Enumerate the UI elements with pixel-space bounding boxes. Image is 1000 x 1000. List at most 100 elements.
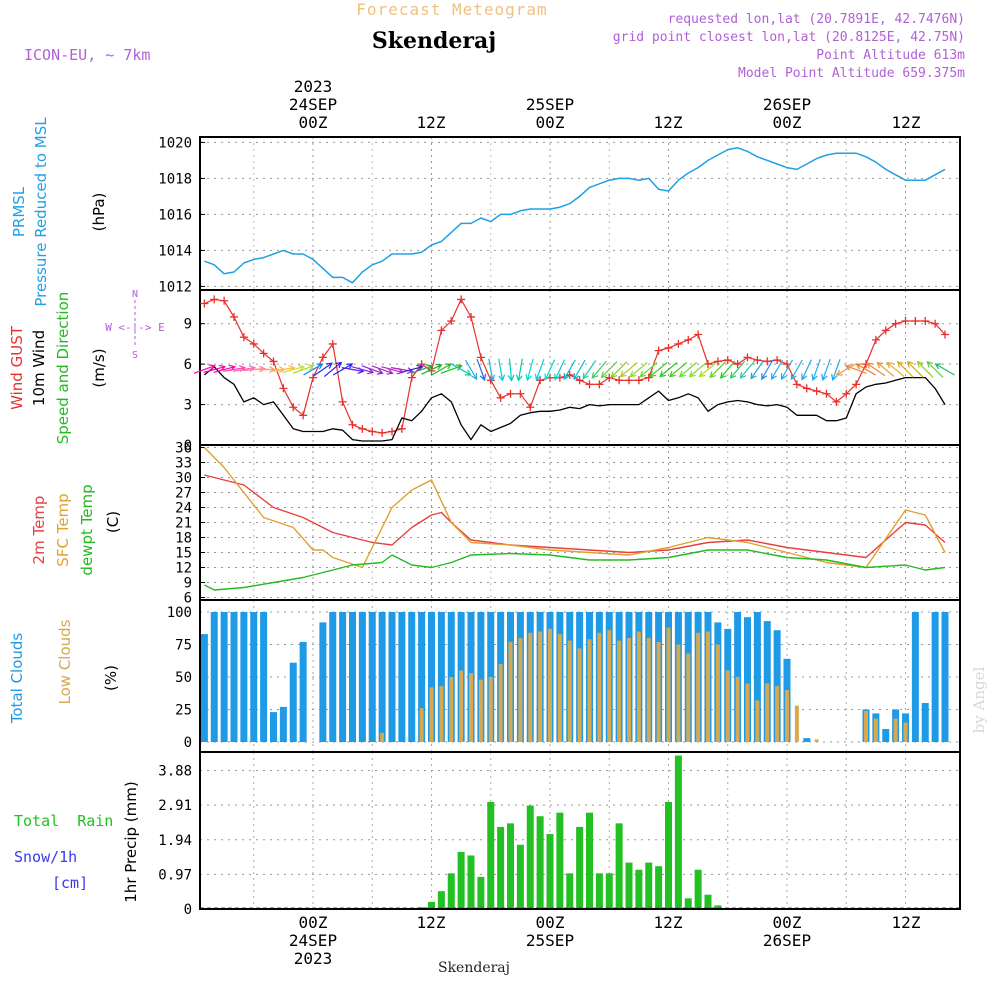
gust-marker xyxy=(941,330,949,339)
wind-direction-arrow xyxy=(563,359,576,381)
low-cloud-bar xyxy=(380,732,385,742)
low-cloud-bar xyxy=(627,638,631,742)
wind-direction-arrow xyxy=(770,359,784,381)
total-cloud-bar xyxy=(200,634,208,742)
wind-direction-arrow xyxy=(835,363,857,376)
wind-direction-arrow xyxy=(371,365,394,375)
grid-point-coords: grid point closest lon,lat (20.8125E, 42… xyxy=(613,30,965,45)
low-cloud-bar xyxy=(893,718,898,742)
temp-ytick: 15 xyxy=(175,546,192,562)
temp-ytick: 30 xyxy=(175,471,192,487)
gust-marker xyxy=(210,295,219,304)
pressure-ytick: 1016 xyxy=(158,207,192,223)
bottom-hour-label-6: 12Z xyxy=(892,913,921,932)
wind-direction-arrow xyxy=(591,360,607,379)
gust-marker xyxy=(733,360,742,369)
requested-coords: requested lon,lat (20.7891E, 42.7476N) xyxy=(668,12,965,27)
gust-marker xyxy=(802,384,811,393)
low-cloud-bar xyxy=(528,632,533,742)
rain-bar xyxy=(645,862,653,909)
precip-ytick: 3.88 xyxy=(158,764,192,780)
gust-marker xyxy=(625,376,633,385)
wind-direction-arrow xyxy=(488,358,496,382)
gust-marker xyxy=(378,428,387,437)
total-cloud-bar xyxy=(882,729,890,742)
rain-bar xyxy=(566,873,574,909)
wind-direction-arrow xyxy=(525,358,534,382)
gust-marker xyxy=(407,373,416,382)
total-cloud-bar xyxy=(911,612,919,742)
wind-label-direction: Speed and Direction xyxy=(54,292,72,445)
wind-direction-arrow xyxy=(431,363,452,376)
gust-marker xyxy=(842,389,851,398)
temp-ytick: 36 xyxy=(175,441,192,457)
low-cloud-bar xyxy=(587,639,592,742)
wind-direction-arrow xyxy=(916,360,934,378)
wind-direction-arrow xyxy=(865,362,886,377)
low-cloud-bar xyxy=(735,677,740,742)
clouds-ytick: 25 xyxy=(175,703,192,719)
rain-bar xyxy=(477,876,485,909)
low-cloud-bar xyxy=(597,632,602,742)
pressure-panel: 1020 1018 1016 1014 1012 xyxy=(158,135,961,295)
gust-marker xyxy=(931,319,940,328)
total-cloud-bar xyxy=(339,612,347,742)
gust-marker xyxy=(763,357,772,366)
precip-label-rain: Total Rain xyxy=(14,812,113,830)
wind-direction-arrow xyxy=(421,363,443,375)
pressure-label-prmsl: PRMSL xyxy=(10,186,28,237)
gust-marker xyxy=(585,380,594,389)
gust-marker xyxy=(536,376,545,385)
wind-direction-arrow xyxy=(534,358,545,382)
low-cloud-bar xyxy=(577,648,582,742)
rain-bar xyxy=(487,801,495,909)
total-cloud-bar xyxy=(418,612,426,742)
gust-marker xyxy=(921,317,930,325)
total-cloud-bar xyxy=(378,612,386,742)
gust-marker xyxy=(911,317,920,325)
precip-label-cm: [cm] xyxy=(52,874,88,892)
low-cloud-bar xyxy=(617,640,622,742)
wind-speed-line xyxy=(203,366,946,442)
gust-marker xyxy=(269,357,278,366)
low-cloud-bar xyxy=(429,687,434,742)
low-cloud-bar xyxy=(548,628,552,742)
pressure-label-msl: Pressure Reduced to MSL xyxy=(32,117,50,307)
low-cloud-bar xyxy=(508,641,513,742)
low-cloud-bar xyxy=(794,705,799,742)
total-cloud-bar xyxy=(270,712,277,742)
low-cloud-bar xyxy=(785,690,789,742)
wind-frame xyxy=(199,289,961,446)
low-cloud-bar xyxy=(725,670,730,742)
low-cloud-bar xyxy=(478,679,483,742)
temp-ytick: 21 xyxy=(175,516,192,532)
wind-direction-arrow xyxy=(400,364,424,373)
wind-unit: (m/s) xyxy=(90,348,108,387)
wind-direction-arrow xyxy=(780,359,794,381)
bottom-date-label-2: 25SEP xyxy=(526,931,574,950)
temp-ytick: 18 xyxy=(175,531,192,547)
rain-bar xyxy=(655,866,663,909)
watermark: by Angel xyxy=(970,666,988,733)
total-cloud-bar xyxy=(437,612,445,742)
gust-marker xyxy=(901,317,910,325)
wind-direction-arrow xyxy=(688,362,707,378)
gust-marker xyxy=(634,376,643,385)
low-cloud-bar xyxy=(449,677,454,742)
total-cloud-bar xyxy=(477,612,485,742)
top-year-label: 2023 xyxy=(294,77,333,96)
wind-direction-arrow xyxy=(332,363,354,376)
low-cloud-bar xyxy=(538,631,543,742)
gust-marker xyxy=(871,335,880,344)
wind-direction-arrow xyxy=(811,358,821,382)
gust-marker xyxy=(220,296,229,305)
low-cloud-bar xyxy=(607,630,612,742)
wind-direction-arrow xyxy=(639,362,658,378)
top-date-label-1: 24SEP xyxy=(289,95,337,114)
rain-bar xyxy=(507,823,514,909)
low-cloud-bar xyxy=(656,641,661,742)
rain-bar xyxy=(428,901,435,909)
pressure-frame xyxy=(199,136,961,291)
